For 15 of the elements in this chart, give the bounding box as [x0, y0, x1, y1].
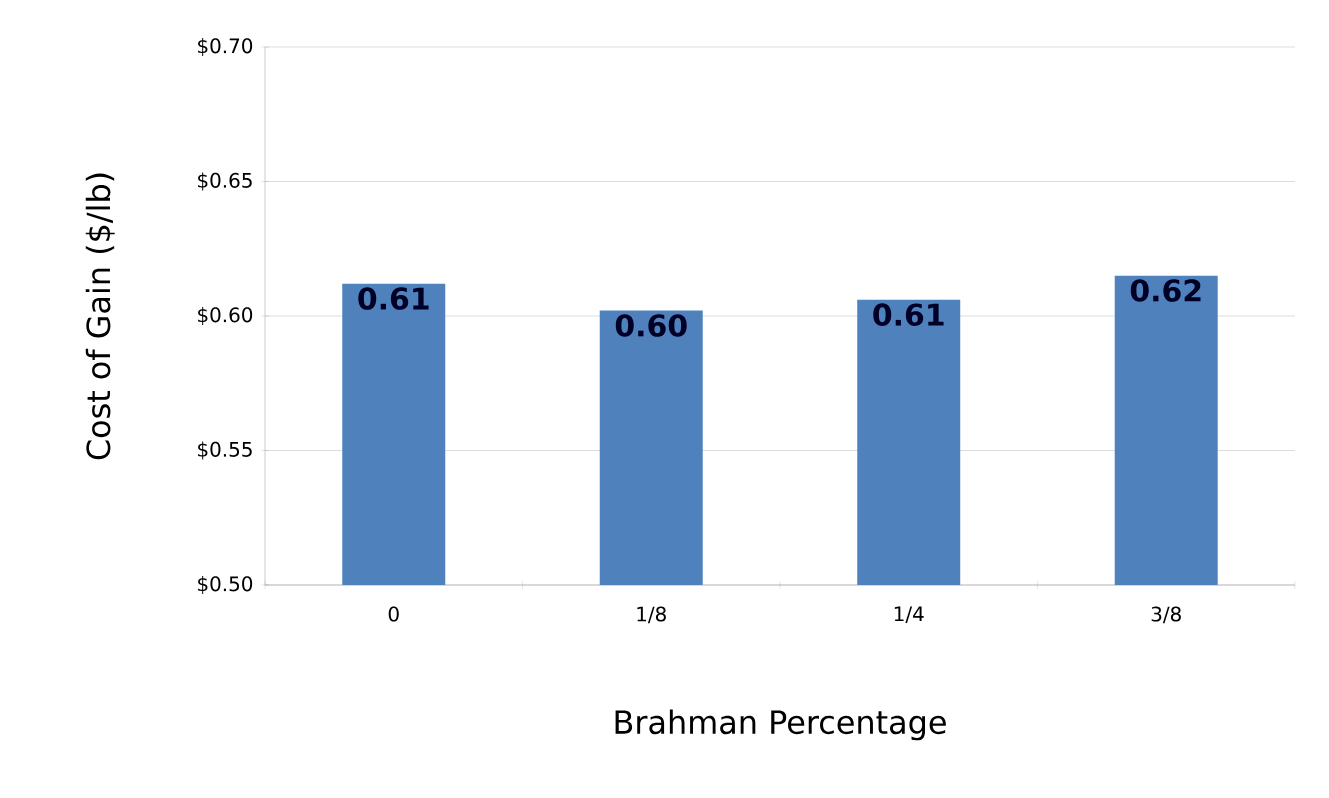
y-tick-label: $0.50 — [198, 575, 253, 595]
data-label: 0.60 — [615, 314, 687, 337]
y-tick-label: $0.60 — [198, 306, 253, 326]
x-tick-label: 0 — [388, 606, 399, 622]
data-label: 0.61 — [358, 287, 429, 310]
y-tick-label: $0.70 — [198, 37, 253, 57]
data-label: 0.61 — [873, 303, 944, 326]
data-label: 0.62 — [1130, 279, 1201, 302]
x-tick-label: 1/8 — [637, 606, 666, 624]
x-axis-title: Brahman Percentage — [615, 709, 946, 741]
x-tick-label: 1/4 — [894, 606, 924, 623]
y-tick-label: $0.55 — [198, 441, 252, 460]
y-axis-title: Cost of Gain ($/lb) — [85, 173, 115, 460]
y-tick-label: $0.65 — [198, 172, 252, 191]
x-tick-label: 3/8 — [1151, 606, 1181, 624]
